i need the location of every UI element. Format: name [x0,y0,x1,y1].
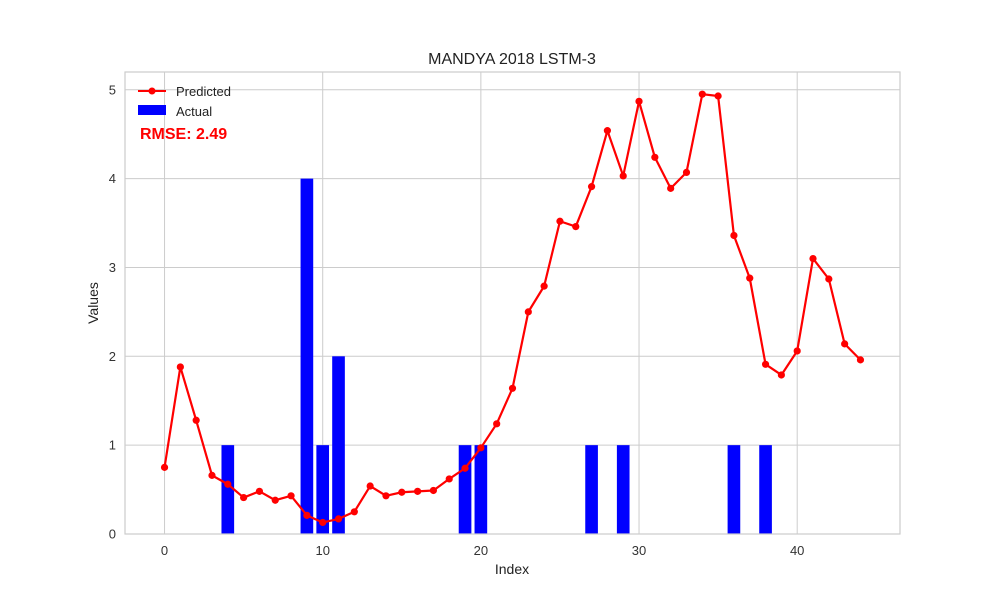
y-tick-label: 2 [109,349,116,364]
predicted-point [587,183,596,191]
predicted-point [572,222,580,231]
actual-bar [300,178,314,534]
predicted-point [176,363,184,371]
predicted-point [240,493,248,502]
predicted-point [856,356,865,364]
actual-bar [727,445,741,534]
y-tick-label: 0 [109,527,116,542]
actual-bar [759,445,772,534]
legend: Predicted Actual [138,84,231,119]
predicted-point [841,340,849,348]
predicted-point [303,511,311,519]
predicted-point [287,492,295,500]
y-tick-label: 1 [109,438,116,453]
x-tick-label: 40 [790,543,804,558]
predicted-point [730,231,738,240]
rmse-annotation: RMSE: 2.49 [140,126,227,143]
predicted-point [160,463,169,471]
predicted-point [603,127,611,135]
predicted-point [698,90,706,98]
predicted-point [224,480,232,488]
actual-bar [332,356,345,534]
actual-bar [474,445,488,534]
predicted-point [208,471,216,479]
legend-predicted-marker [148,87,156,95]
y-tick-labels: 0 1 2 3 4 5 [109,82,116,541]
actual-bar [458,445,472,534]
actual-bar [616,445,630,534]
predicted-point [508,384,517,392]
predicted-point [429,486,438,495]
predicted-point [445,475,453,483]
predicted-point [350,508,358,516]
predicted-point [682,168,691,176]
x-tick-label: 0 [161,543,168,558]
predicted-point [255,487,264,495]
y-axis-label: Values [85,282,101,324]
predicted-point [793,347,801,355]
chart-title: MANDYA 2018 LSTM-3 [428,51,596,68]
predicted-point [524,308,532,316]
predicted-line [160,90,865,527]
predicted-point [366,482,374,490]
predicted-point [493,420,501,428]
x-axis-label: Index [495,561,529,577]
y-tick-label: 5 [109,82,116,97]
predicted-point [414,487,422,495]
x-tick-label: 10 [315,543,329,558]
predicted-point [540,282,548,290]
predicted-point [761,360,770,368]
predicted-point [635,97,643,105]
legend-predicted-label: Predicted [176,84,231,99]
actual-bar [221,445,235,534]
x-tick-label: 20 [474,543,488,558]
legend-actual-swatch [138,105,166,115]
predicted-point [398,488,406,496]
actual-bars [221,178,772,534]
predicted-point [777,371,785,379]
predicted-point [477,444,485,452]
predicted-point [651,153,659,161]
x-tick-labels: 0 10 20 30 40 [161,543,805,558]
predicted-point [461,464,469,472]
y-tick-label: 3 [109,260,116,275]
legend-actual-label: Actual [176,104,212,119]
plot-background [125,72,900,534]
predicted-point [271,496,279,504]
predicted-point [667,184,675,192]
predicted-point [192,416,200,424]
predicted-point [746,274,754,282]
predicted-point [556,217,564,225]
predicted-point [334,515,343,523]
predicted-point [714,92,722,100]
predicted-point [382,492,390,500]
actual-bar [316,445,330,534]
actual-bar [585,445,598,534]
predicted-point [619,172,627,180]
y-tick-label: 4 [109,171,116,186]
predicted-point [825,275,833,283]
x-tick-label: 30 [632,543,646,558]
predicted-point [809,254,817,263]
plot-frame [124,71,901,535]
predicted-point [319,518,327,527]
